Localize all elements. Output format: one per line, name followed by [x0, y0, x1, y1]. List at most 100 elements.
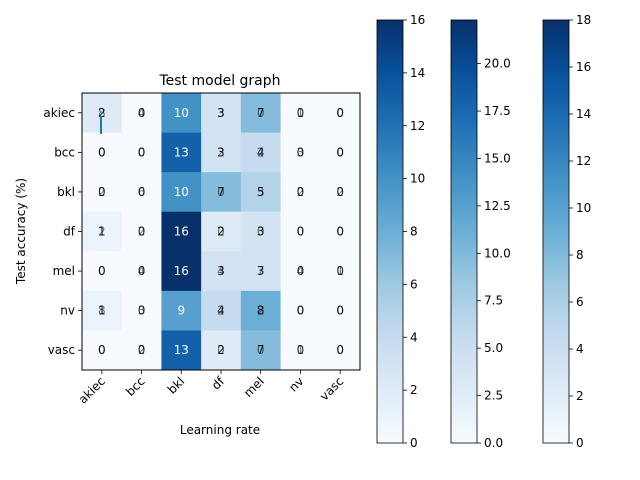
heatmap-cell — [82, 251, 123, 292]
cell-overlay-label: 16 — [174, 264, 189, 278]
colorbar-1: 0 2 4 6 8 10 12 14 16 — [376, 13, 425, 450]
cell-value-label: 0 — [297, 185, 305, 199]
heatmap-cell — [82, 172, 123, 213]
y-tick-label: vasc — [48, 343, 75, 357]
cell-value-label: 10 — [174, 106, 189, 120]
colorbar-tick-label: 2.5 — [484, 389, 503, 403]
cell-value-label: 0 — [98, 145, 106, 159]
colorbar-tick-label: 15.0 — [484, 151, 511, 165]
heatmap-cell — [320, 211, 361, 252]
cell-value-label: 7 — [257, 106, 265, 120]
cell-overlay-label: 6 — [138, 185, 146, 199]
colorbar-tick-label: 16 — [410, 13, 425, 27]
colorbar-tick-label: 2 — [410, 383, 418, 397]
heatmap-cell — [280, 172, 321, 213]
cell-value-label: 3 — [257, 264, 265, 278]
y-tick-label: nv — [60, 304, 75, 318]
heatmap-cell — [320, 290, 361, 331]
y-tick-label: mel — [53, 264, 75, 278]
cell-overlay-label: 0 — [138, 145, 146, 159]
heatmap-cell — [161, 290, 202, 331]
colorbar-tick-label: 0.0 — [484, 436, 503, 450]
x-axis: akiec bcc bkl df mel nv vasc — [76, 370, 346, 406]
colorbar-tick-label: 8 — [410, 225, 418, 239]
cell-overlay-label: 0 — [257, 225, 265, 239]
heatmap-cell — [201, 211, 242, 252]
colorbar-tick-label: 14 — [576, 107, 591, 121]
y-axis: akiec bcc bkl df mel nv vasc — [43, 106, 82, 357]
cell-value-label: 7 — [257, 343, 265, 357]
cell-value-label: 0 — [138, 264, 146, 278]
cell-overlay-label: 2 — [217, 304, 225, 318]
heatmap-cell — [121, 251, 162, 292]
cell-value-label: 2 — [217, 225, 225, 239]
heatmap-cell — [161, 211, 202, 252]
colorbar-tick-label: 0 — [410, 436, 418, 450]
cell-value-label: 0 — [98, 343, 106, 357]
cell-overlay-label: 2 — [138, 343, 146, 357]
cell-value-label: 0 — [336, 106, 344, 120]
heatmap-cell — [280, 132, 321, 173]
cell-value-label: 2 — [98, 106, 106, 120]
cell-value-label: 9 — [177, 304, 185, 318]
cell-overlay-label: 13 — [174, 145, 189, 159]
heatmap-cell — [280, 251, 321, 292]
cell-value-label: 0 — [297, 145, 305, 159]
colorbar-tick-label: 20.0 — [484, 57, 511, 71]
cell-overlay-label: 2 — [217, 145, 225, 159]
cell-overlay-label: 2 — [98, 225, 106, 239]
colorbar-tick-label: 10 — [576, 201, 591, 215]
cell-value-label: 0 — [336, 264, 344, 278]
cell-overlay-label: 16 — [174, 225, 189, 239]
colorbar-tick-label: 12.5 — [484, 199, 511, 213]
x-tick-label: df — [209, 374, 228, 393]
cell-overlay-label: 0 — [217, 343, 225, 357]
cell-value-label: 0 — [336, 185, 344, 199]
heatmap-cell — [240, 132, 282, 173]
heatmap-cell — [121, 172, 162, 213]
heatmap-cell — [82, 211, 123, 252]
colorbar-tick-label: 8 — [576, 248, 584, 262]
cell-overlay-label: 8 — [98, 106, 106, 120]
cell-overlay-label: 9 — [177, 304, 185, 318]
cell-value-label: 4 — [257, 145, 265, 159]
cell-value-label: 16 — [174, 225, 189, 239]
cell-overlay-label: 4 — [217, 264, 225, 278]
cell-value-label: 3 — [257, 225, 265, 239]
colorbar-tick-label: 2 — [576, 389, 584, 403]
cell-value-label: 0 — [297, 304, 305, 318]
cell-value-label: 0 — [336, 225, 344, 239]
cell-value-label: 3 — [217, 145, 225, 159]
cell-value-label: 3 — [217, 106, 225, 120]
cell-overlay-label: 1 — [297, 343, 305, 357]
cell-value-label: 0 — [297, 225, 305, 239]
cell-value-label: 7 — [217, 185, 225, 199]
cell-overlay-label: 2 — [257, 304, 265, 318]
cell-value-label: 0 — [336, 145, 344, 159]
x-axis-label: Learning rate — [180, 423, 260, 437]
colorbar-tick-label: 6 — [576, 295, 584, 309]
colorbar-tick-label: 10.0 — [484, 246, 511, 260]
y-axis-label: Test accuracy (%) — [14, 178, 28, 285]
heatmap-cell — [121, 132, 162, 173]
cell-value-label: 1 — [98, 304, 106, 318]
cell-value-label: 0 — [297, 106, 305, 120]
cell-overlay-label: 0 — [257, 343, 265, 357]
cell-overlay-label: 0 — [98, 264, 106, 278]
cell-value-label: 2 — [217, 343, 225, 357]
colorbar-tick-label: 7.5 — [484, 294, 503, 308]
colorbar-tick-label: 0 — [576, 436, 584, 450]
colorbar-gradient — [542, 19, 570, 444]
cell-overlay-label: 7 — [257, 264, 265, 278]
cell-overlay-label: 2 — [297, 185, 305, 199]
cell-overlay-label: 3 — [138, 304, 146, 318]
cell-value-label: 0 — [138, 304, 146, 318]
cell-value-label: 0 — [336, 304, 344, 318]
cell-overlay-label: 2 — [138, 225, 146, 239]
y-tick-label: akiec — [43, 106, 75, 120]
cell-overlay-label: 2 — [257, 145, 265, 159]
heatmap-cell — [201, 330, 242, 371]
cell-overlay-label: 0 — [336, 304, 344, 318]
